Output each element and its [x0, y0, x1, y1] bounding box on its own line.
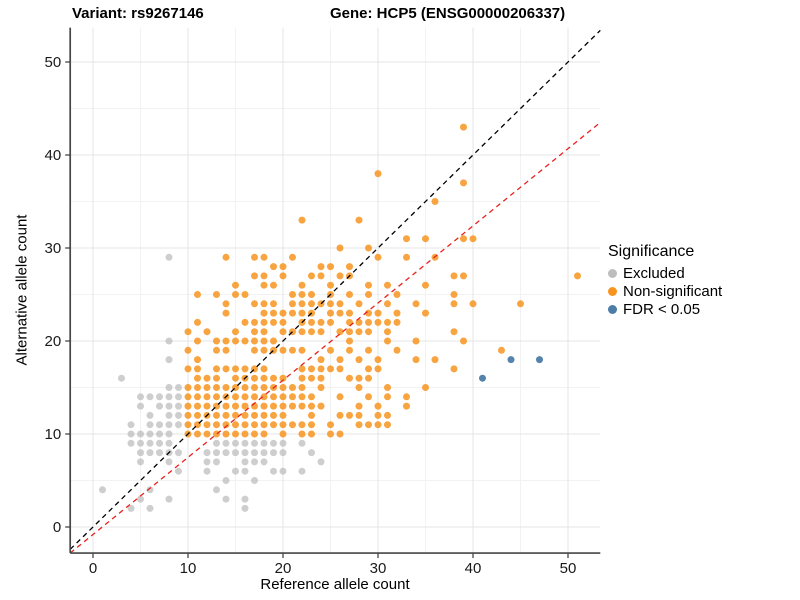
svg-text:20: 20 [275, 560, 292, 577]
svg-text:40: 40 [45, 147, 62, 164]
legend-label-fdr: FDR < 0.05 [623, 300, 701, 318]
y-axis-label: Alternative allele count [13, 214, 31, 366]
legend-label-non-significant: Non-significant [623, 282, 723, 300]
svg-text:30: 30 [370, 560, 387, 577]
svg-text:10: 10 [180, 560, 197, 577]
legend-label-excluded: Excluded [623, 264, 685, 282]
x-axis-label: Reference allele count [260, 576, 410, 593]
legend-dot-excluded-icon [608, 268, 617, 278]
legend-dot-fdr-icon [608, 304, 617, 314]
plot-title-gene: Gene: HCP5 (ENSG00000206337) [330, 5, 566, 22]
legend-item-non-significant: Non-significant [608, 282, 722, 300]
svg-text:0: 0 [89, 560, 97, 577]
legend-item-excluded: Excluded [608, 264, 722, 282]
legend-dot-non-significant-icon [608, 286, 617, 296]
legend: Significance Excluded Non-significant FD… [608, 243, 722, 318]
svg-text:50: 50 [560, 560, 577, 577]
plot-title-variant: Variant: rs9267146 [72, 5, 204, 22]
svg-text:20: 20 [45, 333, 62, 350]
svg-text:0: 0 [53, 519, 61, 536]
svg-text:30: 30 [45, 240, 62, 257]
legend-title: Significance [608, 243, 695, 260]
svg-text:50: 50 [45, 54, 62, 71]
svg-text:10: 10 [45, 426, 62, 443]
svg-text:40: 40 [465, 560, 482, 577]
legend-item-fdr: FDR < 0.05 [608, 300, 722, 318]
